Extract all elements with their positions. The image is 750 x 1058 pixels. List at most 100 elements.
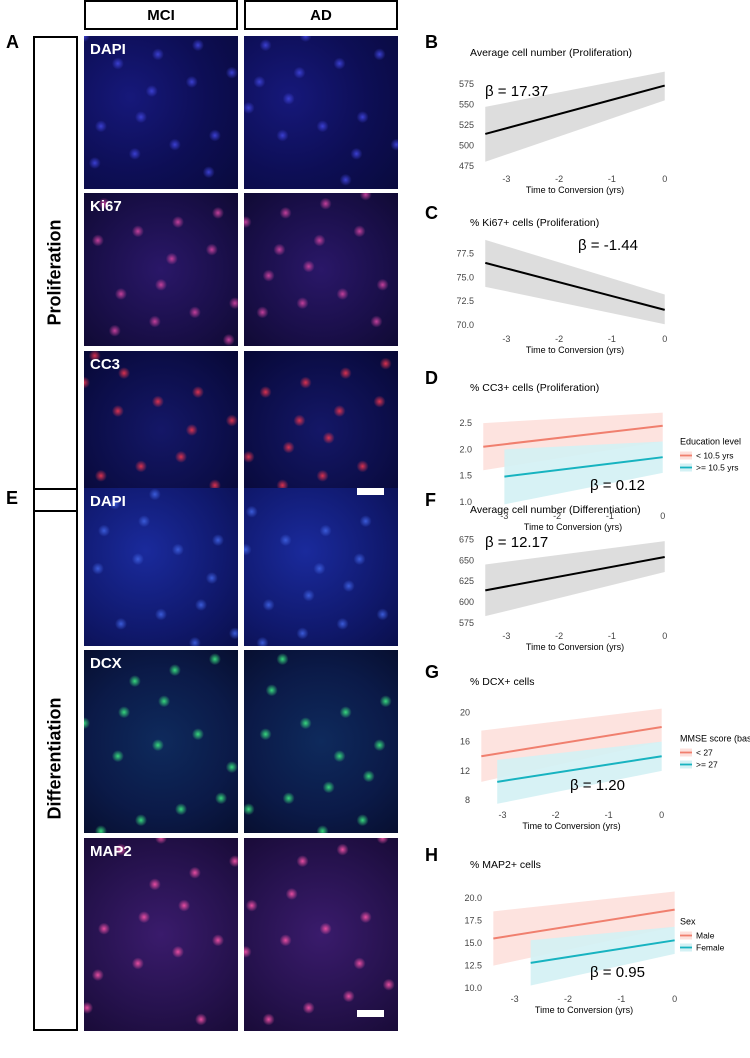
chart-title: Average cell number (Proliferation) [470,47,632,59]
y-tick-label: 675 [459,535,474,545]
legend-swatch-bg [680,463,692,472]
legend-swatch-bg [680,760,692,769]
series-line-0 [485,556,665,592]
micrograph-map2-ad [244,838,398,1031]
y-tick-label: 2.5 [459,418,472,428]
legend-entry: >= 10.5 yrs [696,463,739,473]
scale-bar [357,1010,384,1017]
micrograph-cc3-ad [244,351,398,509]
x-tick-label: 0 [662,334,667,344]
x-tick-label: -3 [502,631,510,641]
x-tick-label: 0 [659,810,664,820]
confidence-band-1 [504,441,663,505]
confidence-band-0 [485,71,665,162]
panel-letter-d: D [425,368,438,388]
column-header-ad: AD [244,0,398,30]
x-tick-label: -3 [499,810,507,820]
x-axis-label: Time to Conversion (yrs) [535,1005,633,1015]
x-tick-label: -1 [606,511,614,521]
legend-swatch-bg [680,451,692,460]
stain-label-dapi: DAPI [90,493,126,510]
beta-annotation: β = 12.17 [485,534,548,551]
y-tick-label: 77.5 [456,248,474,258]
x-tick-label: -3 [502,174,510,184]
x-tick-label: -3 [502,334,510,344]
series-line-0 [493,908,675,940]
legend-entry: >= 27 [696,760,718,770]
x-axis-label: Time to Conversion (yrs) [522,821,620,831]
confidence-band-1 [530,926,675,986]
y-tick-label: 10.0 [464,983,482,993]
legend-title: MMSE score (baseline) [680,734,750,744]
legend-entry: Female [696,943,725,953]
confidence-band-1 [497,741,662,804]
x-axis-label: Time to Conversion (yrs) [526,642,624,652]
x-axis-label: Time to Conversion (yrs) [526,185,624,195]
x-tick-label: -1 [605,810,613,820]
legend-title: Sex [680,917,696,927]
confidence-band-0 [485,239,665,325]
confidence-band-0 [493,891,675,966]
beta-annotation: β = 0.12 [590,477,645,494]
stain-label-map2: MAP2 [90,843,132,860]
x-tick-label: -1 [608,631,616,641]
x-tick-label: -3 [511,994,519,1004]
micrograph-dapi-ad [244,488,398,646]
x-tick-label: -2 [552,810,560,820]
chart-title: % Ki67+ cells (Proliferation) [470,217,599,229]
x-tick-label: 0 [662,174,667,184]
legend-swatch-bg [680,748,692,757]
beta-annotation: β = 0.95 [590,964,645,981]
series-line-0 [485,261,665,311]
confidence-band-0 [485,541,665,617]
y-tick-label: 500 [459,140,474,150]
proliferation-side-box [33,36,78,512]
y-tick-label: 20.0 [464,893,482,903]
series-line-0 [481,725,662,758]
stain-label-dcx: DCX [90,655,122,672]
proliferation-label: Proliferation [44,219,65,326]
y-tick-label: 475 [459,161,474,171]
x-tick-label: -2 [564,994,572,1004]
micrograph-cc3-mci: CC3 [84,351,238,509]
legend-swatch-bg [680,943,692,952]
scale-bar [357,488,384,495]
differentiation-label: Differentiation [44,697,65,820]
x-tick-label: -1 [617,994,625,1004]
chart-title: Average cell number (Differentiation) [470,504,641,516]
legend-entry: Male [696,931,715,941]
panel-letter-g: G [425,662,440,682]
micrograph-map2-mci: MAP2 [84,838,238,1031]
y-tick-label: 15.0 [464,938,482,948]
x-tick-label: -2 [555,631,563,641]
legend-title: Education level [680,437,741,447]
legend-entry: < 27 [696,748,713,758]
differentiation-side-box [33,488,78,1031]
y-tick-label: 650 [459,555,474,565]
legend-swatch-bg [680,931,692,940]
panel-letter-a: A [6,32,19,52]
beta-annotation: β = -1.44 [578,237,638,254]
micrograph-dapi-ad [244,36,398,189]
series-line-0 [483,424,663,448]
micrograph-dapi-mci: DAPI [84,36,238,189]
x-tick-label: -1 [608,334,616,344]
confidence-band-0 [481,708,662,782]
y-tick-label: 8 [465,795,470,805]
micrograph-ki67-ad [244,193,398,346]
y-tick-label: 70.0 [456,320,474,330]
confidence-band-0 [483,412,663,471]
x-axis-label: Time to Conversion (yrs) [524,522,622,532]
chart-title: % DCX+ cells [470,676,534,688]
series-line-1 [504,456,663,478]
x-tick-label: -2 [555,174,563,184]
stain-label-cc3: CC3 [90,356,121,373]
x-axis-label: Time to Conversion (yrs) [526,345,624,355]
x-tick-label: -2 [555,334,563,344]
y-tick-label: 1.0 [459,497,472,507]
x-tick-label: -3 [500,511,508,521]
y-tick-label: 12.5 [464,961,482,971]
panel-letter-f: F [425,490,436,510]
chart-title: % CC3+ cells (Proliferation) [470,382,599,394]
y-tick-label: 75.0 [456,272,474,282]
